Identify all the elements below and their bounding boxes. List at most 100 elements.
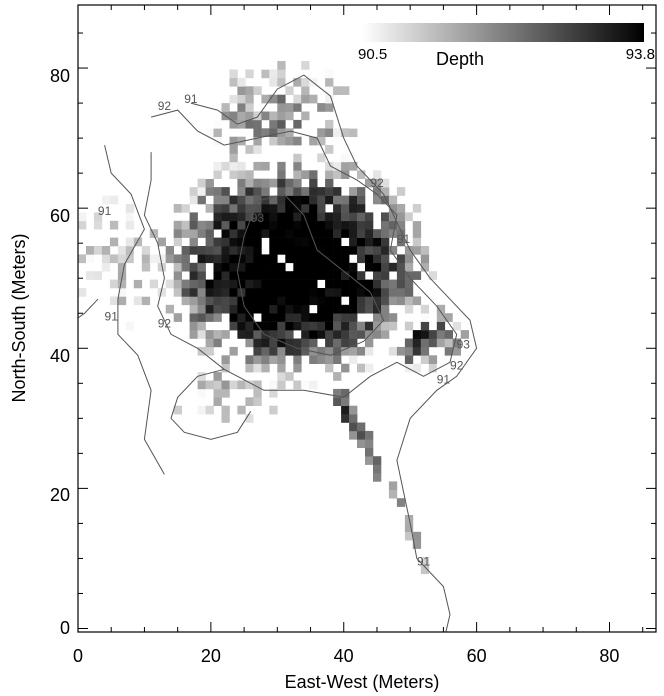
depth-cell	[237, 237, 246, 247]
depth-cell	[388, 279, 398, 289]
depth-cell	[237, 220, 246, 230]
depth-cell	[333, 229, 342, 238]
depth-cell	[381, 271, 390, 280]
depth-cell	[444, 346, 453, 356]
depth-cell	[277, 271, 286, 280]
depth-cell	[189, 229, 198, 238]
depth-cell	[237, 304, 246, 314]
depth-cell	[365, 447, 374, 457]
depth-cell	[181, 229, 190, 238]
depth-cell	[285, 330, 294, 339]
depth-cell	[197, 388, 206, 398]
depth-cell	[452, 338, 461, 348]
depth-cell	[333, 288, 342, 297]
depth-cell	[253, 330, 262, 339]
depth-cell	[293, 296, 302, 306]
depth-cell	[109, 279, 119, 289]
depth-cell	[205, 330, 214, 339]
depth-cell	[396, 262, 406, 272]
depth-cell	[181, 204, 190, 213]
depth-cell	[277, 187, 286, 196]
depth-cell	[245, 119, 254, 129]
y-tick-label-40: 40	[50, 346, 70, 366]
depth-cell	[285, 212, 294, 222]
depth-cell	[333, 220, 342, 230]
depth-cell	[197, 271, 206, 280]
depth-cell	[333, 237, 342, 247]
depth-cell	[221, 204, 230, 213]
depth-cell	[269, 288, 278, 297]
depth-cell	[213, 195, 222, 205]
depth-cell	[269, 262, 278, 272]
depth-cell	[229, 195, 238, 205]
depth-cell	[229, 254, 238, 264]
depth-cell	[357, 204, 366, 213]
depth-cell	[404, 321, 414, 331]
depth-cell	[277, 363, 286, 373]
depth-cell	[261, 262, 270, 272]
depth-cell	[301, 195, 310, 205]
depth-cell	[261, 321, 270, 331]
depth-cell	[229, 229, 238, 238]
depth-cell	[205, 288, 214, 297]
depth-cell	[269, 178, 278, 188]
depth-cell	[181, 195, 190, 205]
depth-cell	[428, 355, 438, 364]
depth-cell	[277, 237, 286, 247]
depth-cell	[301, 237, 310, 247]
depth-cell	[412, 271, 422, 280]
depth-cell	[181, 388, 190, 398]
depth-cell	[181, 220, 190, 230]
depth-cell	[269, 119, 278, 129]
depth-cell	[317, 153, 326, 163]
depth-cell	[269, 229, 278, 238]
depth-cell	[293, 103, 302, 112]
depth-cell	[109, 296, 119, 306]
depth-cell	[277, 313, 286, 322]
depth-cell	[420, 246, 430, 255]
depth-cell	[285, 237, 294, 247]
depth-cell	[333, 355, 342, 364]
depth-cell	[325, 363, 334, 373]
depth-cell	[269, 237, 278, 247]
depth-cell	[333, 262, 342, 272]
depth-cell	[245, 237, 254, 247]
depth-cell	[309, 338, 318, 348]
depth-cell	[412, 531, 422, 541]
depth-cell	[189, 271, 198, 280]
depth-cell	[365, 237, 374, 247]
depth-cell	[197, 405, 206, 415]
depth-cell	[428, 363, 438, 373]
depth-cell	[245, 271, 254, 280]
depth-cell	[301, 254, 310, 264]
depth-cell	[277, 77, 286, 87]
depth-cell	[173, 220, 182, 230]
depth-cell	[109, 220, 119, 230]
depth-cell	[317, 195, 326, 205]
depth-cell	[221, 288, 230, 297]
depth-cell	[365, 338, 374, 348]
depth-cell	[317, 128, 326, 137]
depth-cell	[325, 346, 334, 356]
depth-cell	[388, 195, 398, 205]
depth-cell	[325, 86, 334, 95]
depth-cell	[237, 262, 246, 272]
depth-cell	[189, 279, 198, 289]
depth-cell	[349, 430, 358, 440]
depth-cell	[237, 86, 246, 95]
depth-cell	[237, 161, 246, 171]
depth-cell	[253, 220, 262, 230]
depth-cell	[261, 69, 270, 79]
depth-cell	[237, 119, 246, 129]
depth-cell	[365, 363, 374, 373]
depth-cell	[301, 94, 310, 104]
depth-cell	[205, 220, 214, 230]
depth-cell	[333, 330, 342, 339]
depth-cell	[117, 288, 127, 297]
depth-cell	[404, 254, 414, 264]
depth-cell	[245, 94, 254, 104]
depth-cell	[373, 170, 382, 179]
depth-cell	[229, 204, 238, 213]
depth-cell	[349, 262, 358, 272]
depth-cell	[373, 178, 382, 188]
